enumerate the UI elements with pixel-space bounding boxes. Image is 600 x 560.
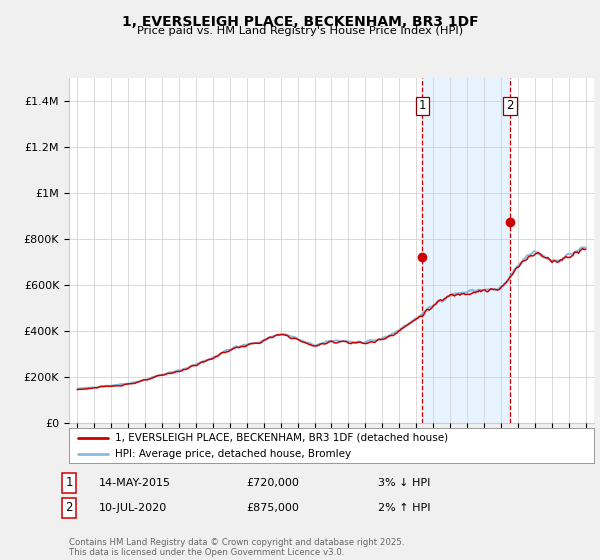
Text: 2: 2 bbox=[506, 100, 514, 113]
Text: HPI: Average price, detached house, Bromley: HPI: Average price, detached house, Brom… bbox=[115, 449, 352, 459]
Text: 1: 1 bbox=[419, 100, 426, 113]
Text: £720,000: £720,000 bbox=[246, 478, 299, 488]
Text: 10-JUL-2020: 10-JUL-2020 bbox=[99, 503, 167, 513]
Text: 3% ↓ HPI: 3% ↓ HPI bbox=[378, 478, 430, 488]
Text: £875,000: £875,000 bbox=[246, 503, 299, 513]
Bar bbox=[422, 78, 510, 423]
Text: Contains HM Land Registry data © Crown copyright and database right 2025.
This d: Contains HM Land Registry data © Crown c… bbox=[69, 538, 404, 557]
Text: 2: 2 bbox=[65, 501, 73, 515]
Text: 2% ↑ HPI: 2% ↑ HPI bbox=[378, 503, 431, 513]
Text: Price paid vs. HM Land Registry's House Price Index (HPI): Price paid vs. HM Land Registry's House … bbox=[137, 26, 463, 36]
Text: 1, EVERSLEIGH PLACE, BECKENHAM, BR3 1DF: 1, EVERSLEIGH PLACE, BECKENHAM, BR3 1DF bbox=[122, 15, 478, 29]
Text: 1, EVERSLEIGH PLACE, BECKENHAM, BR3 1DF (detached house): 1, EVERSLEIGH PLACE, BECKENHAM, BR3 1DF … bbox=[115, 433, 448, 443]
Text: 14-MAY-2015: 14-MAY-2015 bbox=[99, 478, 171, 488]
Text: 1: 1 bbox=[65, 476, 73, 489]
